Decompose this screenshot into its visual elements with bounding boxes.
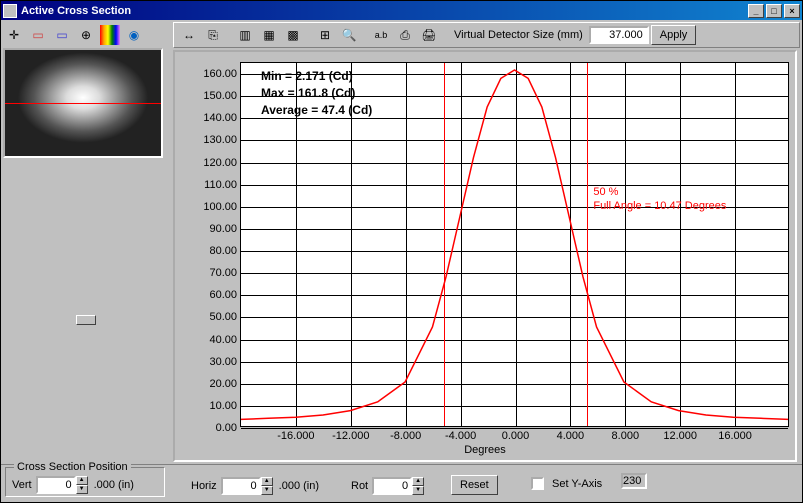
rot-down[interactable]: ▼	[412, 486, 424, 495]
crosshair-icon[interactable]: ✛	[3, 24, 25, 46]
left-toolbar: ✛ ▭ ▭ ⊕ ◉	[3, 22, 169, 46]
y-tick: 0.00	[216, 422, 241, 434]
maximize-button[interactable]: □	[766, 4, 782, 18]
y-tick: 100.00	[203, 201, 241, 213]
x-tick: 0.000	[502, 426, 530, 442]
x-tick: 16.000	[718, 426, 752, 442]
close-button[interactable]: ×	[784, 4, 800, 18]
x-tick: 8.000	[612, 426, 640, 442]
detector-size-input[interactable]	[589, 26, 649, 44]
x-tick: -16.000	[277, 426, 314, 442]
y-tick: 110.00	[204, 179, 241, 191]
vert-label: Vert	[12, 479, 32, 491]
set-y-axis-label: Set Y-Axis	[552, 478, 602, 490]
x-tick: -12.000	[332, 426, 369, 442]
app-icon	[3, 4, 17, 18]
x-tick: -8.000	[390, 426, 421, 442]
rot-up[interactable]: ▲	[412, 477, 424, 486]
horiz-unit: .000 (in)	[279, 480, 319, 492]
pointer-icon[interactable]: ↔	[178, 24, 200, 46]
y-tick: 50.00	[209, 311, 241, 323]
horiz-input[interactable]: 0▲▼	[221, 477, 261, 495]
x-tick: 12.000	[663, 426, 697, 442]
horiz-label: Horiz	[191, 480, 217, 492]
reset-button[interactable]: Reset	[451, 475, 498, 495]
minimize-button[interactable]: _	[748, 4, 764, 18]
apply-button[interactable]: Apply	[651, 25, 697, 45]
detector-label: Virtual Detector Size (mm)	[454, 29, 583, 41]
x-tick: 4.000	[557, 426, 585, 442]
horiz-down[interactable]: ▼	[261, 486, 273, 495]
spectrum-icon[interactable]	[99, 24, 121, 46]
table-icon[interactable]: ⊞	[314, 24, 336, 46]
preview-icon[interactable]: ⎙	[394, 24, 416, 46]
edit-icon[interactable]: a.b	[370, 24, 392, 46]
y-tick: 80.00	[209, 245, 241, 257]
bottom-bar: Vert 0▲▼ .000 (in) Horiz 0▲▼ .000 (in) R…	[1, 464, 802, 502]
vert-unit: .000 (in)	[94, 479, 134, 491]
right-panel: ↔ ⎘ ▥ ▦ ▩ ⊞ 🔍 a.b ⎙ 🖨 Virtual Detector S…	[171, 20, 802, 464]
x-tick: -4.000	[445, 426, 476, 442]
y-tick: 140.00	[203, 112, 241, 124]
y-tick: 120.00	[203, 157, 241, 169]
y-tick: 40.00	[209, 334, 241, 346]
grid2-icon[interactable]: ▦	[258, 24, 280, 46]
x-axis-label: Degrees	[464, 444, 506, 456]
rot-input[interactable]: 0▲▼	[372, 477, 412, 495]
window-buttons: _ □ ×	[748, 4, 800, 18]
chart-area: Luminous Intensity - Candela 0.0010.0020…	[173, 50, 797, 462]
cross-section-position-group: Vert 0▲▼ .000 (in)	[5, 467, 165, 497]
vertical-marker	[587, 63, 588, 426]
y-tick: 160.00	[203, 68, 241, 80]
y-tick: 30.00	[209, 356, 241, 368]
y-tick: 150.00	[203, 90, 241, 102]
y-tick: 130.00	[203, 134, 241, 146]
horiz-up[interactable]: ▲	[261, 477, 273, 486]
title-bar: Active Cross Section _ □ ×	[1, 1, 802, 20]
y-tick: 70.00	[209, 267, 241, 279]
window-title: Active Cross Section	[21, 5, 748, 17]
slider-handle[interactable]	[76, 315, 96, 325]
eye-icon[interactable]: ◉	[123, 24, 145, 46]
zoom-icon[interactable]: 🔍	[338, 24, 360, 46]
copy-icon[interactable]: ⎘	[202, 24, 224, 46]
print-icon[interactable]: 🖨	[418, 24, 440, 46]
marker-label: 50 %Full Angle = 10.47 Degrees	[593, 185, 726, 214]
grid3-icon[interactable]: ▩	[282, 24, 304, 46]
vert-up[interactable]: ▲	[76, 476, 88, 485]
y-tick: 90.00	[209, 223, 241, 235]
plot-region[interactable]: 0.0010.0020.0030.0040.0050.0060.0070.008…	[240, 62, 789, 427]
palette-icon[interactable]: ▭	[27, 24, 49, 46]
stats-text: Min = 2.171 (Cd)Max = 161.8 (Cd)Average …	[261, 68, 372, 118]
vert-down[interactable]: ▼	[76, 485, 88, 494]
vertical-marker	[444, 63, 445, 426]
palette2-icon[interactable]: ▭	[51, 24, 73, 46]
chart-toolbar: ↔ ⎘ ▥ ▦ ▩ ⊞ 🔍 a.b ⎙ 🖨 Virtual Detector S…	[173, 22, 800, 48]
thumbnail-image[interactable]	[3, 48, 163, 158]
y-tick: 20.00	[209, 378, 241, 390]
y-axis-value: 230	[621, 473, 647, 489]
rot-label: Rot	[351, 480, 368, 492]
vertical-slider	[3, 158, 169, 462]
target-icon[interactable]: ⊕	[75, 24, 97, 46]
left-panel: ✛ ▭ ▭ ⊕ ◉	[1, 20, 171, 464]
set-y-axis-checkbox[interactable]	[531, 477, 544, 490]
vert-input[interactable]: 0▲▼	[36, 476, 76, 494]
grid1-icon[interactable]: ▥	[234, 24, 256, 46]
y-tick: 60.00	[209, 289, 241, 301]
y-tick: 10.00	[209, 400, 241, 412]
